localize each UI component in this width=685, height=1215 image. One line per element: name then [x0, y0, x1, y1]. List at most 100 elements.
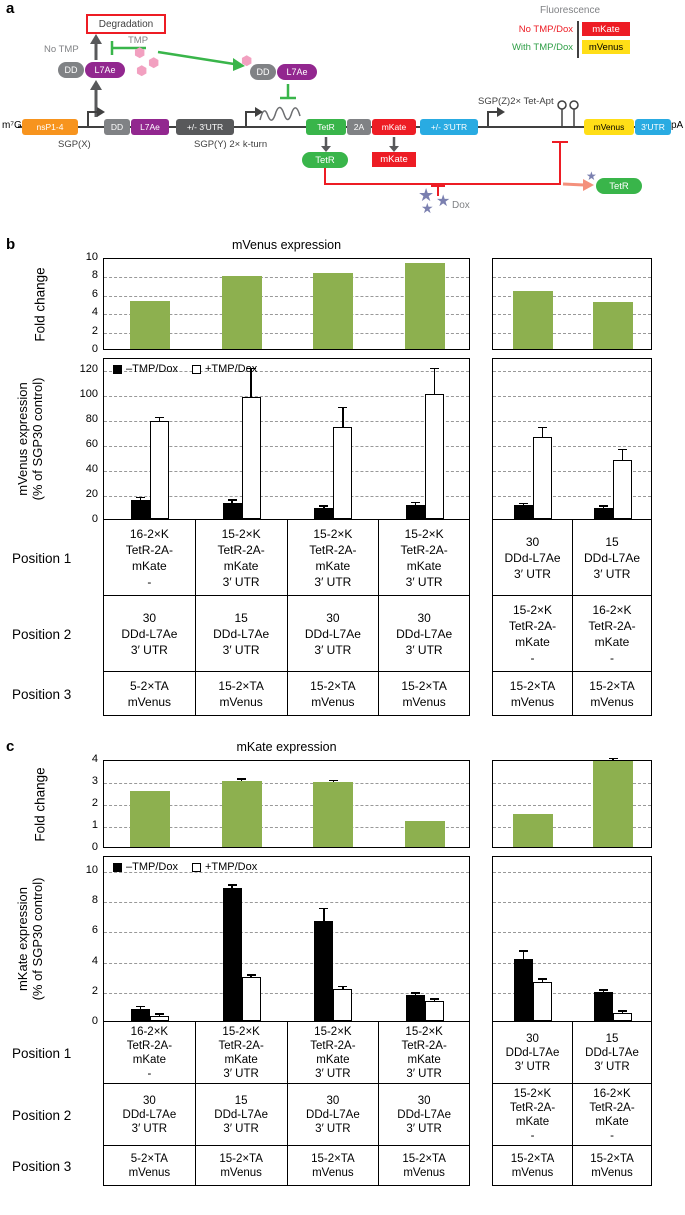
bar-minus-tmp-dox	[594, 507, 613, 519]
gridline	[493, 277, 651, 279]
five-prime-cap-label: m⁷G	[2, 120, 22, 131]
gridline	[493, 932, 651, 934]
plot-area	[103, 760, 470, 848]
bar-plus-tmp-dox	[149, 420, 169, 519]
fold-change-bar	[313, 782, 354, 847]
table-cell: 5-2×TA mVenus	[103, 672, 195, 716]
error-bar	[240, 779, 243, 781]
y-tick-label: 120	[79, 363, 98, 376]
error-bar	[250, 975, 252, 978]
error-bar-cap	[430, 998, 440, 1000]
table-cell: 15-2×TA mVenus	[286, 1146, 379, 1186]
error-bar-cap	[519, 950, 528, 952]
bar-plus-tmp-dox	[333, 989, 353, 1021]
bar-minus-tmp-dox	[314, 507, 334, 519]
bar-minus-tmp-dox	[222, 888, 242, 1021]
gridline	[493, 805, 651, 806]
bar-plus-tmp-dox	[241, 977, 261, 1021]
panel-label-a: a	[6, 0, 15, 17]
table-cell: 15-2×TA mVenus	[572, 672, 652, 716]
fold-change-bar	[129, 301, 170, 349]
gridline	[104, 783, 469, 784]
error-bar-cap	[599, 989, 608, 991]
error-bar-cap	[519, 502, 528, 505]
table-cell: 15-2×TA mVenus	[492, 672, 572, 716]
error-bar	[621, 1011, 624, 1013]
bar-plus-tmp-dox	[613, 1012, 632, 1021]
gridline	[104, 295, 469, 297]
table-cell: 16-2×K TetR-2A- mKate -	[103, 1022, 195, 1084]
fold-change-bar	[593, 761, 633, 847]
gridline	[104, 421, 469, 423]
chart-legend: –TMP/Dox +TMP/Dox	[113, 861, 257, 873]
position-row-label: Position 1	[12, 550, 72, 566]
gridline	[493, 446, 651, 448]
table-cell: 30 DDd-L7Ae 3′ UTR	[286, 1084, 379, 1146]
error-bar-cap	[599, 505, 608, 507]
y-tick-label: 60	[85, 438, 98, 451]
y-tick-label: 10	[85, 864, 98, 877]
plot-area	[103, 258, 470, 350]
legend-item: –TMP/Dox	[113, 363, 178, 375]
error-bar	[621, 450, 624, 461]
y-tick-label: 1	[91, 819, 98, 831]
tmp-stabilize-arrow	[157, 50, 235, 66]
mvenus-fold-change-chart: Fold change 0 2 4 6 8 10	[0, 234, 685, 726]
error-bar	[158, 418, 161, 421]
y-axis-label: mVenus expression (% of SGP30 control)	[15, 377, 45, 501]
y-tick-label: 100	[79, 388, 98, 401]
table-cell: 15-2×K TetR-2A- mKate 3′ UTR	[286, 520, 379, 596]
error-bar-cap	[411, 501, 421, 504]
error-bar	[323, 506, 325, 508]
error-bar	[414, 993, 417, 996]
gridline	[493, 471, 651, 473]
table-cell: 30 DDd-L7Ae 3′ UTR	[103, 1084, 195, 1146]
bar-minus-tmp-dox	[594, 992, 613, 1021]
gridline	[104, 371, 469, 373]
legend-condition-with-tmp: With TMP/Dox	[511, 42, 573, 53]
fold-change-bar	[513, 291, 553, 349]
error-bar	[602, 990, 605, 993]
panel-a-schematic: a Degradation No TMP With TMP	[0, 0, 685, 232]
error-bar	[433, 369, 436, 395]
fold-change-bar	[129, 790, 170, 847]
bar-minus-tmp-dox	[314, 921, 334, 1021]
construct-element: DD	[104, 119, 130, 135]
error-bar	[433, 999, 436, 1002]
plot-area	[492, 258, 652, 350]
fold-change-bar	[405, 820, 446, 847]
y-tick-label: 3	[91, 775, 98, 787]
dox-star-icon: ★	[586, 169, 597, 183]
gridline	[493, 992, 651, 994]
expression-arrowhead	[90, 80, 102, 90]
y-tick-label: 4	[91, 954, 98, 967]
legend-label: +TMP/Dox	[204, 861, 258, 873]
poly-a-label: pA	[671, 120, 684, 131]
bar-plus-tmp-dox	[149, 1015, 169, 1021]
gridline	[104, 446, 469, 448]
error-bar-cap	[246, 974, 256, 976]
error-bar-cap	[227, 499, 237, 501]
panel-c-mkate: c mKate expression Fold change 0 1 2 3 4 mKat…	[0, 734, 685, 1204]
error-bar-cap	[538, 978, 547, 980]
sgp-z-promoter-arrow-icon	[487, 111, 497, 126]
error-bar-cap	[430, 367, 440, 370]
table-cell: 15-2×K TetR-2A- mKate 3′ UTR	[194, 1022, 287, 1084]
error-bar-cap	[411, 992, 421, 994]
gridline	[493, 314, 651, 316]
gridline	[493, 827, 651, 828]
table-cell: 15-2×TA mVenus	[378, 672, 470, 716]
position-row-label: Position 3	[12, 1158, 72, 1174]
error-bar	[612, 759, 614, 762]
l7ae-protein-pill: L7Ae	[277, 64, 317, 80]
y-tick-label: 6	[91, 924, 98, 937]
plot-area	[492, 358, 652, 520]
table-cell: 15-2×TA mVenus	[194, 672, 287, 716]
table-cell: 15-2×K TetR-2A- mKate 3′ UTR	[378, 1022, 470, 1084]
fold-change-bar	[593, 302, 633, 349]
table-cell: 30 DDd-L7Ae 3′ UTR	[378, 1084, 470, 1146]
error-bar-cap	[246, 367, 256, 370]
dox-label: Dox	[452, 200, 470, 211]
gridline	[493, 872, 651, 874]
released-tetr-protein: TetR	[596, 178, 642, 194]
